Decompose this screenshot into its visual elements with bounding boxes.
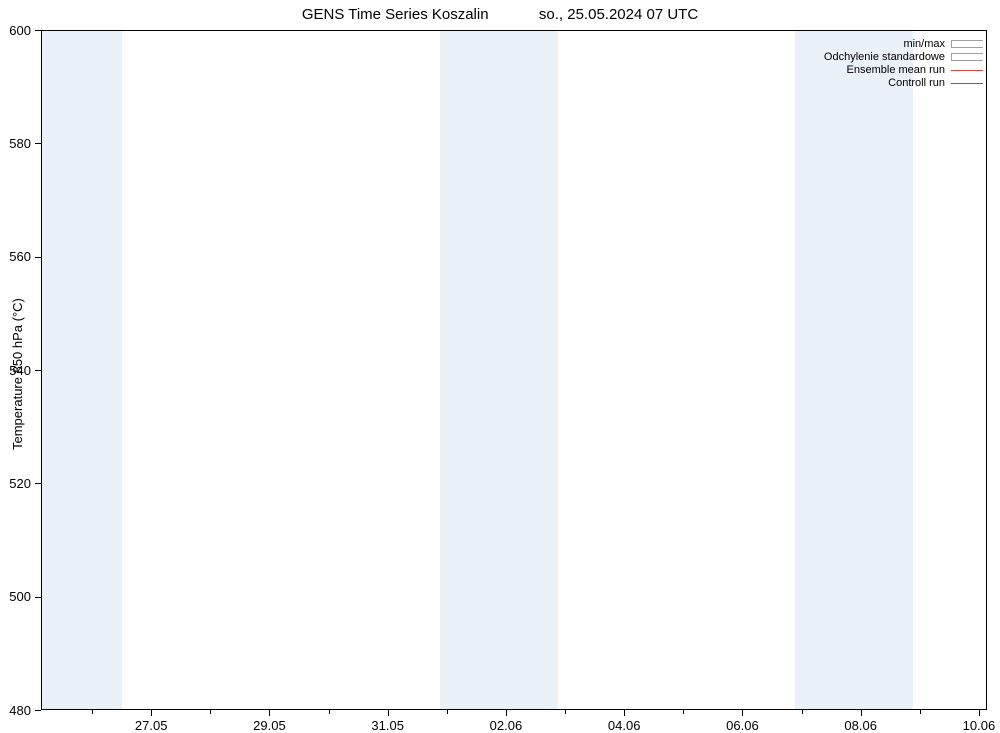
y-tick-label: 540 [9, 363, 31, 378]
x-minor-tick [92, 710, 93, 714]
y-tick [35, 143, 41, 144]
x-tick-label: 04.06 [604, 718, 644, 733]
x-tick [979, 710, 980, 716]
x-tick [742, 710, 743, 716]
legend-swatch [951, 51, 983, 63]
x-minor-tick [565, 710, 566, 714]
y-tick [35, 483, 41, 484]
x-tick [388, 710, 389, 716]
x-tick-label: 02.06 [486, 718, 526, 733]
legend-label: Controll run [888, 77, 945, 89]
y-tick-label: 580 [9, 136, 31, 151]
legend-item: Controll run [824, 76, 983, 89]
legend-swatch [951, 38, 983, 50]
chart-legend: min/maxOdchylenie standardoweEnsemble me… [824, 37, 983, 89]
y-tick [35, 710, 41, 711]
x-tick [861, 710, 862, 716]
y-tick [35, 30, 41, 31]
x-minor-tick [447, 710, 448, 714]
y-tick-label: 560 [9, 249, 31, 264]
legend-item: Odchylenie standardowe [824, 50, 983, 63]
y-tick [35, 257, 41, 258]
y-tick [35, 370, 41, 371]
title-left: GENS Time Series Koszalin [302, 6, 489, 23]
y-tick-label: 600 [9, 23, 31, 38]
x-tick [151, 710, 152, 716]
x-minor-tick [210, 710, 211, 714]
weekend-band [440, 31, 558, 709]
legend-item: min/max [824, 37, 983, 50]
x-minor-tick [920, 710, 921, 714]
legend-label: min/max [903, 38, 945, 50]
y-tick-label: 520 [9, 476, 31, 491]
y-tick-label: 480 [9, 703, 31, 718]
x-minor-tick [683, 710, 684, 714]
title-right: so., 25.05.2024 07 UTC [539, 6, 698, 23]
x-tick-label: 06.06 [722, 718, 762, 733]
chart-title: GENS Time Series Koszalin so., 25.05.202… [0, 0, 1000, 23]
chart-plot-area [41, 30, 987, 710]
legend-swatch [951, 77, 983, 89]
y-tick-label: 500 [9, 589, 31, 604]
legend-item: Ensemble mean run [824, 63, 983, 76]
weekend-band [795, 31, 913, 709]
weekend-band [42, 31, 122, 709]
x-tick-label: 31.05 [368, 718, 408, 733]
x-tick-label: 08.06 [841, 718, 881, 733]
legend-label: Odchylenie standardowe [824, 51, 945, 63]
x-tick [269, 710, 270, 716]
x-minor-tick [802, 710, 803, 714]
legend-label: Ensemble mean run [847, 64, 945, 76]
x-tick-label: 27.05 [131, 718, 171, 733]
x-tick-label: 10.06 [959, 718, 999, 733]
x-tick-label: 29.05 [249, 718, 289, 733]
legend-swatch [951, 64, 983, 76]
x-minor-tick [329, 710, 330, 714]
x-tick [624, 710, 625, 716]
y-tick [35, 597, 41, 598]
x-tick [506, 710, 507, 716]
